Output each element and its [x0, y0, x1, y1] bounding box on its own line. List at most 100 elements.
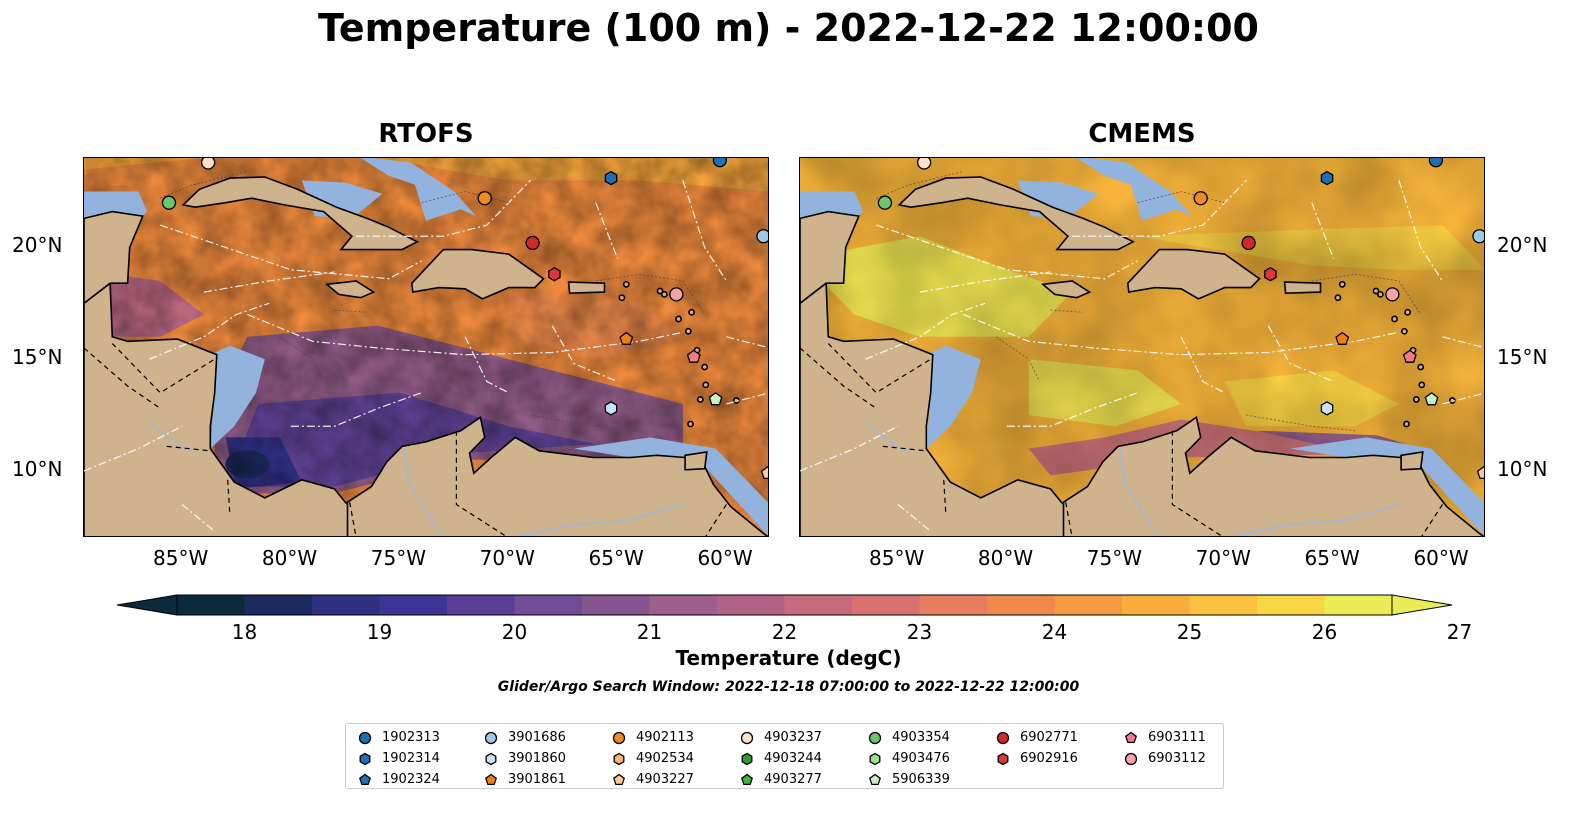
float-marker-6903112: [669, 287, 684, 302]
legend-marker-1902314: [359, 752, 371, 765]
legend-item: 1902313: [358, 727, 440, 748]
float-marker-3901860: [604, 401, 618, 416]
legend-item: 3901686: [484, 727, 566, 748]
colorbar-tick-label: 24: [1041, 620, 1068, 644]
colorbar-extend-high: [1391, 594, 1453, 616]
legend-label: 4902113: [636, 730, 694, 745]
country-borders: [84, 343, 727, 536]
panel-title-cmems: CMEMS: [1088, 119, 1196, 149]
legend-marker-1902313: [358, 731, 372, 744]
colorbar-bin: [447, 595, 515, 615]
legend-marker-3901861: [485, 773, 497, 785]
lon-tick-label: 80°W: [977, 546, 1034, 570]
legend-item: 6903111: [1124, 727, 1206, 748]
legend-marker-4903244: [741, 752, 753, 765]
lon-tick-label: 75°W: [1086, 546, 1142, 570]
legend-label: 1902314: [382, 751, 440, 766]
lat-tick-label-right: 10°N: [1497, 456, 1548, 481]
legend-marker-4903277: [741, 773, 753, 785]
legend-label: 6902916: [1020, 751, 1078, 766]
legend-label: 1902313: [382, 730, 440, 745]
lon-tick-label: 60°W: [697, 546, 753, 570]
legend-marker-6902771: [996, 731, 1010, 744]
legend-item: 6902771: [996, 727, 1078, 748]
legend-label: 6903111: [1148, 730, 1206, 745]
float-marker-3901861: [1335, 331, 1350, 345]
lon-tick-label: 80°W: [261, 546, 318, 570]
lon-tick-label: 65°W: [1304, 546, 1360, 570]
float-marker-6902771: [1241, 235, 1256, 251]
colorbar-tick-label: 21: [636, 620, 663, 644]
legend-label: 4903277: [764, 772, 822, 787]
land: [84, 176, 768, 536]
legend-item: 4903244: [740, 748, 822, 769]
colorbar-tick-label: 19: [366, 620, 393, 644]
legend-label: 6902771: [1020, 730, 1078, 745]
legend-marker-4903354: [868, 731, 882, 744]
colorbar-bin: [1324, 595, 1393, 615]
legend-label: 3901686: [508, 730, 566, 745]
colorbar-tick-label: 18: [231, 620, 258, 644]
float-marker-3901860: [1320, 401, 1334, 416]
float-marker-4903354: [161, 195, 177, 210]
legend-marker-6903111: [1125, 731, 1137, 743]
rivers: [864, 421, 1400, 536]
legend-marker-4902113: [612, 731, 626, 744]
lat-tick-label-left: 20°N: [12, 233, 63, 258]
lon-tick-label: 65°W: [588, 546, 644, 570]
legend-label: 6903112: [1148, 751, 1206, 766]
legend-item: 4902534: [612, 748, 694, 769]
colorbar-bin: [177, 595, 245, 615]
float-marker-6902771: [525, 235, 540, 251]
legend-label: 4903476: [892, 751, 950, 766]
lat-tick-label-left: 10°N: [12, 456, 63, 481]
depth-contours: [160, 170, 706, 432]
float-marker-4903227: [1476, 465, 1484, 480]
legend-label: 4903244: [764, 751, 822, 766]
legend-item: 3901861: [484, 769, 566, 790]
lon-tick-label: 70°W: [479, 546, 535, 570]
lat-tick-label-right: 20°N: [1497, 233, 1548, 258]
float-marker-4902113: [477, 191, 492, 206]
rivers: [148, 421, 684, 536]
cmems-map[interactable]: [799, 157, 1485, 537]
legend-item: 6903112: [1124, 748, 1206, 769]
depth-contours: [876, 170, 1422, 432]
land: [800, 176, 1484, 536]
float-marker-6903111: [686, 349, 701, 363]
colorbar-bin: [582, 595, 650, 615]
legend-label: 5906339: [892, 772, 950, 787]
colorbar-tick-label: 23: [906, 620, 933, 644]
legend-item: 3901860: [484, 748, 566, 769]
colorbar-bin: [1189, 595, 1258, 615]
colorbar-bin: [852, 595, 920, 615]
legend-marker-4902534: [613, 752, 625, 765]
legend-label: 4902534: [636, 751, 694, 766]
legend-label: 1902324: [382, 772, 440, 787]
rtofs-map-canvas: [84, 158, 768, 536]
legend-label: 3901860: [508, 751, 566, 766]
colorbar-tick-label: 27: [1446, 620, 1473, 644]
legend-item: 6902916: [996, 748, 1078, 769]
rtofs-map[interactable]: [83, 157, 769, 537]
colorbar-bin: [244, 595, 313, 615]
eez-lines: [800, 179, 1484, 532]
lon-tick-label: 85°W: [153, 546, 209, 570]
colorbar-tick-label: 20: [501, 620, 528, 644]
legend-marker-3901686: [484, 731, 498, 744]
legend-marker-1902324: [359, 773, 371, 785]
legend-marker-4903476: [869, 752, 881, 765]
float-marker-3901861: [619, 331, 634, 345]
float-marker-1902314: [1320, 170, 1334, 186]
float-marker-6903112: [1385, 287, 1400, 302]
float-marker-5906339: [1424, 392, 1439, 406]
legend-marker-6903112: [1124, 752, 1138, 765]
colorbar-bin: [919, 595, 988, 615]
colorbar-label: Temperature (degC): [675, 646, 902, 670]
colorbar-bin: [987, 595, 1055, 615]
colorbar-bin: [717, 595, 785, 615]
legend-item: 1902314: [358, 748, 440, 769]
colorbar-bin: [649, 595, 718, 615]
legend-marker-4903227: [613, 773, 625, 785]
float-marker-4903354: [877, 195, 893, 210]
